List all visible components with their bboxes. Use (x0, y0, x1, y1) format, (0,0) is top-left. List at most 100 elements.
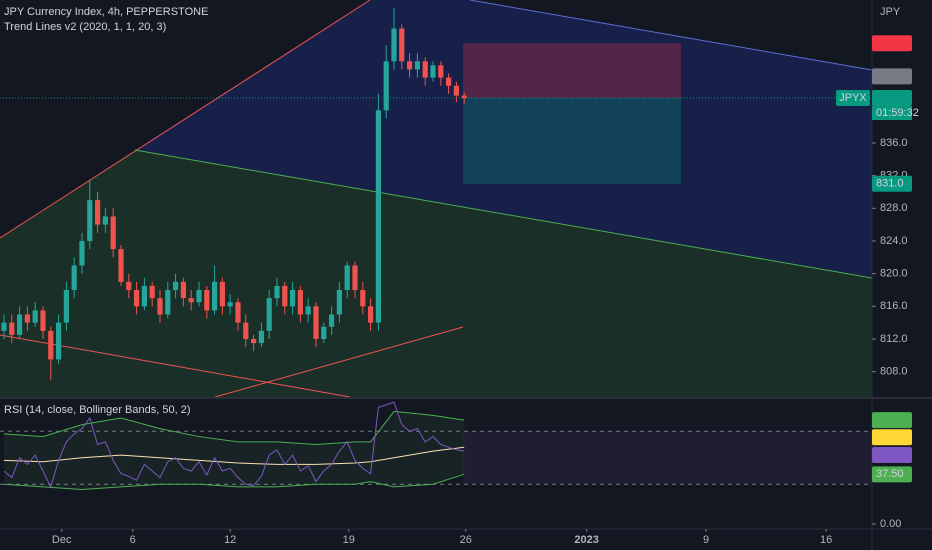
candle-body (172, 281, 179, 290)
candle-body (321, 326, 327, 340)
countdown-bg (872, 106, 912, 121)
price-label-bg (872, 35, 912, 52)
band-lower (3, 473, 465, 491)
candle-body (274, 285, 280, 299)
indicator-title: Trend Lines v2 (2020, 1, 1, 20, 3) (4, 21, 166, 33)
band-basis (3, 446, 465, 465)
price-label-bg (872, 412, 912, 429)
y-tick-label: 828.0 (880, 202, 908, 214)
candle-body (40, 310, 46, 331)
candle-body (352, 265, 358, 290)
chart-title: JPY Currency Index, 4h, PEPPERSTONE (4, 6, 208, 18)
candle-body (165, 289, 171, 315)
rsi-zone (463, 431, 872, 485)
x-tick-label: 9 (703, 534, 709, 546)
price-label: 37.50 (876, 468, 904, 480)
trend-line (214, 326, 464, 398)
candle-body (63, 289, 69, 323)
candle-body (422, 61, 428, 78)
candle-body (1, 322, 7, 331)
candle-body (297, 289, 303, 315)
channel-upper-fill (135, 0, 872, 278)
target-zone (463, 98, 681, 184)
candle-body (266, 298, 272, 331)
candle-body (438, 65, 444, 78)
candle-body (180, 281, 186, 299)
candle-body (141, 285, 147, 307)
symbol-label: JPYX (839, 92, 867, 104)
y-tick-label: 0.00 (880, 518, 901, 530)
band-upper (3, 410, 465, 446)
trend-line (134, 149, 873, 279)
candle-body (313, 306, 319, 340)
candle-body (391, 28, 397, 62)
candle-body (399, 28, 405, 62)
price-label-bg (872, 90, 912, 107)
candle-body (16, 314, 23, 335)
trend-line (0, 0, 371, 239)
candle-body (133, 289, 140, 307)
countdown: 01:59:32 (876, 107, 919, 119)
symbol-bg (836, 90, 870, 107)
candle-body (375, 110, 381, 323)
candle-body (87, 200, 93, 241)
candle-body (344, 265, 350, 290)
y-tick-label: 812.0 (880, 333, 908, 345)
candle-body (219, 281, 225, 307)
candle-body (48, 330, 54, 360)
x-tick-label: 2023 (574, 534, 598, 546)
trend-line (469, 0, 873, 71)
candle-body (211, 281, 218, 311)
y-tick-label: 808.0 (880, 366, 908, 378)
x-tick-label: 19 (343, 534, 355, 546)
price-label-bg (872, 429, 912, 446)
candle-body (282, 285, 288, 307)
candle-body (406, 61, 413, 70)
candle-body (149, 285, 155, 299)
x-tick-label: 26 (460, 534, 472, 546)
candle-body (196, 289, 202, 303)
candle-body (24, 314, 30, 323)
candle-body (9, 322, 15, 335)
rsi-title: RSI (14, close, Bollinger Bands, 50, 2) (4, 404, 190, 416)
candle-body (414, 61, 420, 70)
candle-body (102, 216, 108, 225)
candle-body (71, 265, 77, 290)
candle-body (227, 302, 233, 307)
band-fill (3, 411, 465, 490)
candle-body (79, 240, 85, 266)
price-label-bg (872, 175, 912, 192)
candle-body (383, 61, 389, 111)
candle-body (258, 330, 264, 344)
candle-body (336, 289, 342, 315)
candle-body (461, 95, 467, 99)
candle-body (204, 289, 210, 311)
y-tick-label: 836.0 (880, 137, 908, 149)
candle-body (360, 289, 366, 307)
price-label-bg (872, 446, 912, 463)
x-tick-label: 16 (820, 534, 832, 546)
x-tick-label: Dec (52, 534, 72, 546)
candle-body (55, 322, 62, 360)
candle-body (328, 314, 335, 327)
candle-body (118, 249, 124, 282)
candle-body (126, 281, 132, 290)
candle-body (250, 339, 257, 344)
currency: JPY (880, 6, 901, 18)
x-tick-label: 6 (130, 534, 136, 546)
price-label-bg (872, 466, 912, 483)
candle-body (430, 65, 436, 78)
candle-body (289, 289, 296, 307)
candle-body (32, 310, 38, 323)
candle-body (188, 298, 194, 303)
x-tick-label: 12 (224, 534, 236, 546)
candle-body (110, 216, 116, 250)
candle-body (453, 85, 459, 96)
price-label-bg (872, 68, 912, 85)
y-tick-label: 820.0 (880, 268, 908, 280)
candle-body (305, 306, 311, 315)
candle-body (367, 306, 374, 323)
rsi-line (3, 401, 465, 489)
